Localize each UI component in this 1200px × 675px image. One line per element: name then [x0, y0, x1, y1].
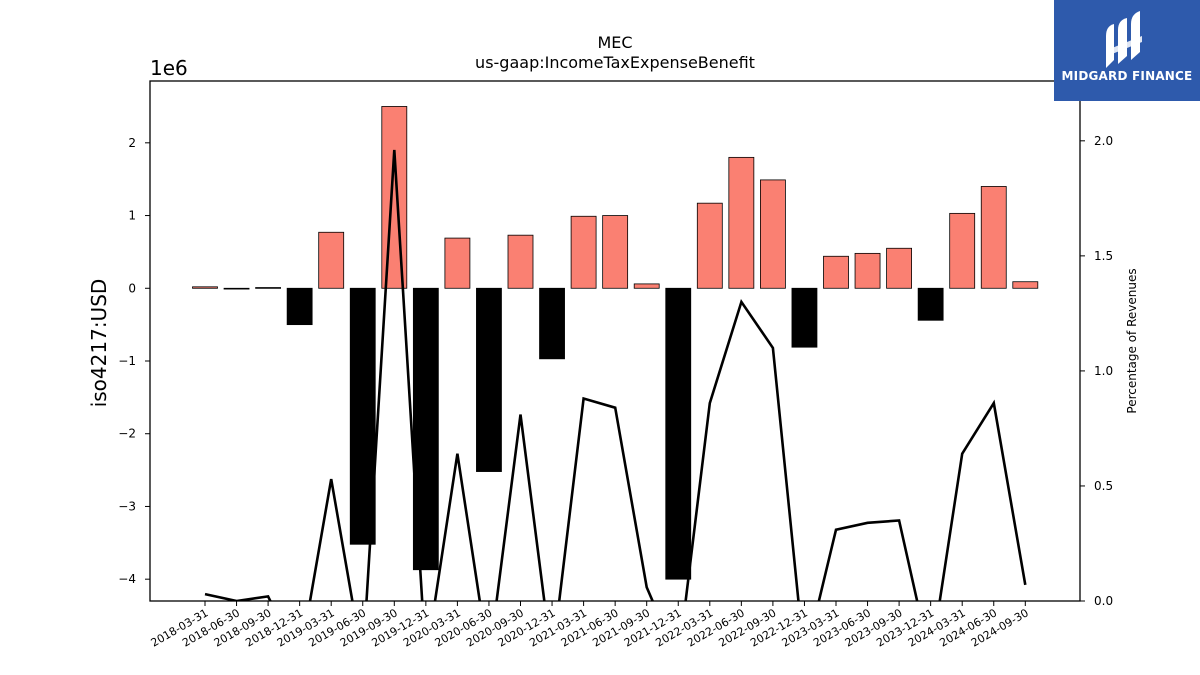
y2-tick-label: 0.5 [1094, 479, 1113, 493]
bar-2019-06-30 [349, 287, 376, 545]
bar-2020-06-30 [476, 287, 502, 472]
bar-2021-03-31 [570, 215, 597, 289]
bar-2019-09-30 [381, 106, 408, 289]
chart-subtitle: us-gaap:IncomeTaxExpenseBenefit [475, 53, 755, 72]
plot-frame [149, 80, 1081, 602]
y2-tick-label: 1.5 [1094, 249, 1113, 263]
bar-2022-03-31 [696, 202, 723, 289]
y-axis-label: iso4217:USD [87, 279, 111, 408]
y-tick-label: 2 [128, 136, 136, 150]
bar-series [192, 106, 1039, 580]
brand-logo: MIDGARD FINANCE [1054, 0, 1200, 101]
chart-title: MEC [597, 33, 632, 52]
bar-2022-12-31 [791, 287, 818, 348]
bar-2018-09-30 [255, 287, 282, 289]
y2-tick-label: 1.0 [1094, 364, 1113, 378]
chart-axes: 210−1−2−3−40.00.51.01.52.02018-03-312018… [118, 80, 1113, 650]
bar-2024-06-30 [980, 186, 1007, 289]
bar-2023-06-30 [854, 252, 881, 289]
bar-2021-06-30 [602, 215, 629, 289]
bar-2021-12-31 [665, 287, 692, 580]
y-tick-label: 0 [128, 281, 136, 295]
bar-2020-03-31 [444, 237, 471, 289]
y2-tick-label: 2.0 [1094, 134, 1113, 148]
bar-2018-06-30 [223, 287, 250, 290]
bar-2021-09-30 [633, 283, 660, 289]
y2-axis-label: Percentage of Revenues [1125, 268, 1139, 413]
bar-2024-03-31 [949, 212, 976, 289]
bar-2022-06-30 [728, 156, 755, 289]
y-tick-label: 1 [128, 209, 136, 223]
bar-2018-12-31 [286, 287, 313, 326]
y-tick-label: −1 [118, 354, 136, 368]
midgard-logo-icon [1106, 11, 1142, 68]
y-offset-label: 1e6 [150, 56, 188, 80]
bar-2023-03-31 [823, 255, 849, 289]
y-tick-label: −2 [118, 427, 136, 441]
bar-2019-03-31 [318, 231, 345, 289]
brand-name: MIDGARD FINANCE [1061, 69, 1193, 83]
bar-2020-12-31 [539, 287, 565, 360]
y-tick-label: −3 [118, 499, 136, 513]
bar-2022-09-30 [760, 179, 786, 289]
bar-2020-09-30 [507, 234, 534, 289]
bar-2023-09-30 [886, 247, 912, 289]
bar-2024-09-30 [1012, 281, 1039, 289]
bar-2018-03-31 [192, 286, 218, 289]
percentage-line [204, 149, 1027, 601]
percentage-line-series [204, 149, 1027, 601]
bar-2023-12-31 [917, 287, 944, 321]
y2-tick-label: 0.0 [1094, 594, 1113, 608]
y-tick-label: −4 [118, 572, 136, 586]
